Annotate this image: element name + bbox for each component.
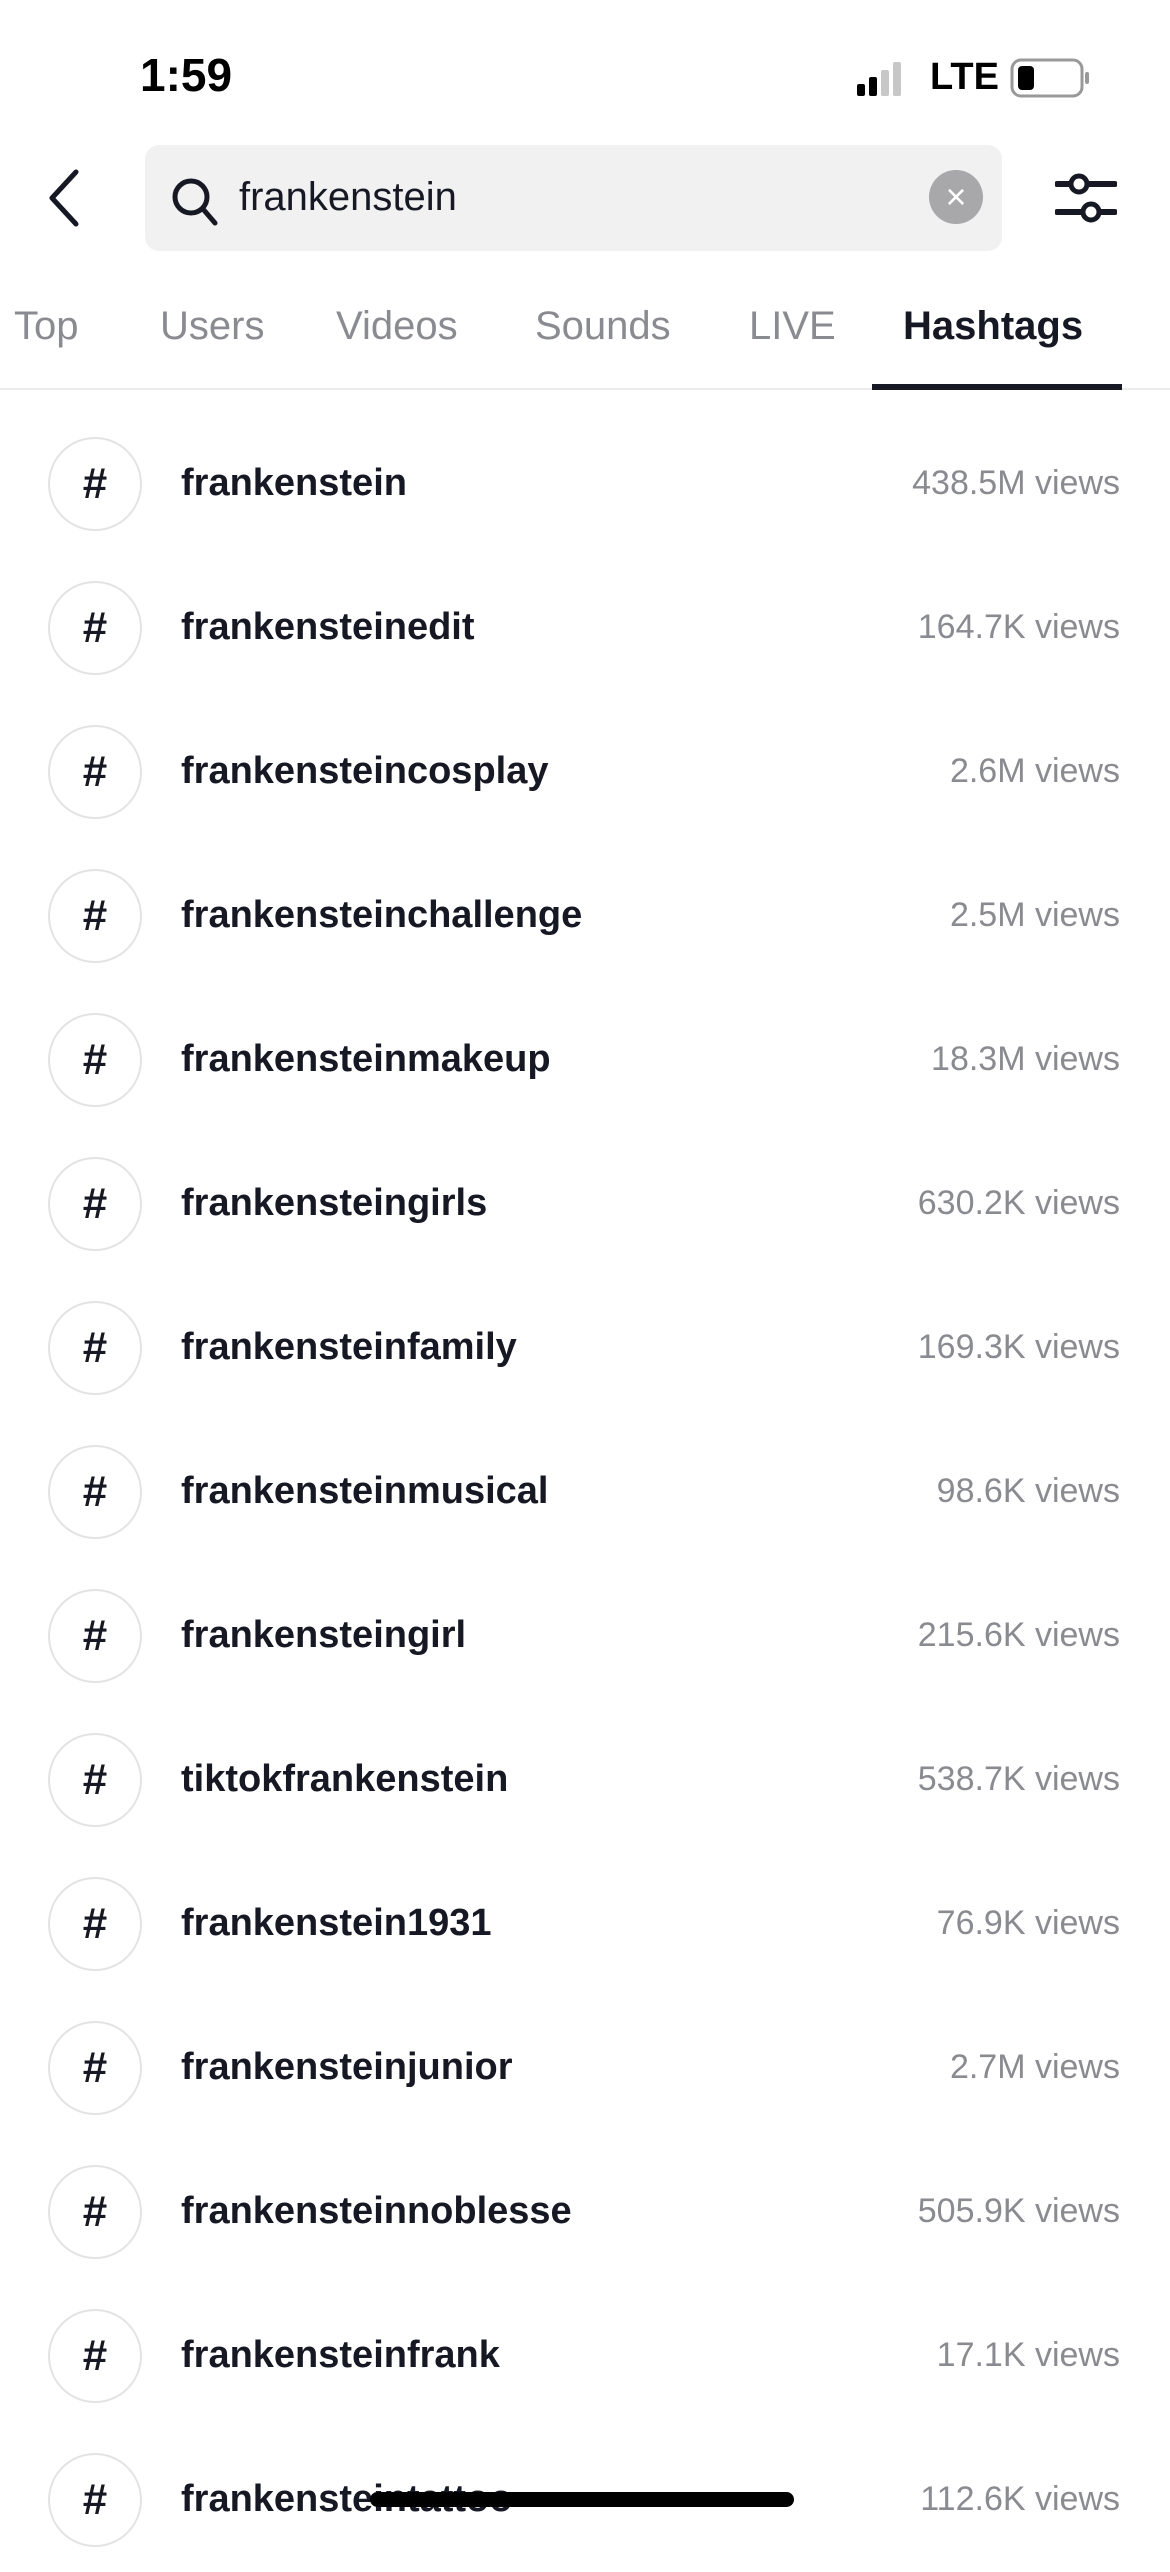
hashtag-name: frankensteinchallenge: [181, 894, 583, 936]
hashtag-name: frankenstein: [181, 462, 407, 504]
hashtag-icon: #: [48, 1157, 142, 1251]
hashtag-result-row[interactable]: # tiktokfrankenstein 538.7K views: [0, 1708, 1170, 1852]
hashtag-views: 164.7K views: [917, 608, 1120, 646]
tab-videos[interactable]: Videos: [336, 304, 458, 348]
back-arrow-icon[interactable]: [44, 168, 88, 228]
hashtag-result-row[interactable]: # frankensteinfrank 17.1K views: [0, 2284, 1170, 2428]
hashtag-icon: #: [48, 581, 142, 675]
status-time: 1:59: [140, 49, 233, 101]
tab-live[interactable]: LIVE: [749, 304, 836, 348]
hashtag-icon: #: [48, 2165, 142, 2259]
tab-sounds[interactable]: Sounds: [535, 304, 671, 348]
hashtag-icon: #: [48, 2309, 142, 2403]
hashtag-name: frankensteinfrank: [181, 2334, 500, 2376]
hashtag-icon: #: [48, 2453, 142, 2547]
hashtag-views: 215.6K views: [917, 1616, 1120, 1654]
hashtag-views: 112.6K views: [920, 2480, 1120, 2518]
hashtag-name: frankensteinfamily: [181, 1326, 517, 1368]
signal-icon: [857, 62, 901, 96]
hashtag-views: 438.5M views: [912, 464, 1120, 502]
hashtag-result-row[interactable]: # frankensteincosplay 2.6M views: [0, 700, 1170, 844]
filter-sliders-icon[interactable]: [1055, 170, 1117, 226]
hashtag-icon: #: [48, 1301, 142, 1395]
hashtag-result-row[interactable]: # frankensteinjunior 2.7M views: [0, 1996, 1170, 2140]
hashtag-result-row[interactable]: # frankensteingirls 630.2K views: [0, 1132, 1170, 1276]
hashtag-name: frankensteincosplay: [181, 750, 549, 792]
hashtag-result-row[interactable]: # frankenstein1931 76.9K views: [0, 1852, 1170, 1996]
hashtag-name: frankensteingirl: [181, 1614, 467, 1656]
hashtag-icon: #: [48, 1013, 142, 1107]
hashtag-name: frankensteingirls: [181, 1182, 488, 1224]
hashtag-views: 76.9K views: [936, 1904, 1120, 1942]
hashtag-views: 18.3M views: [931, 1040, 1120, 1078]
tab-users[interactable]: Users: [160, 304, 265, 348]
hashtag-icon: #: [48, 1445, 142, 1539]
hashtag-result-row[interactable]: # frankensteinchallenge 2.5M views: [0, 844, 1170, 988]
hashtag-result-row[interactable]: # frankenstein 438.5M views: [0, 412, 1170, 556]
hashtag-views: 505.9K views: [917, 2192, 1120, 2230]
hashtag-name: frankensteinmusical: [181, 1470, 549, 1512]
hashtag-icon: #: [48, 1877, 142, 1971]
search-tabs: Top Users Videos Sounds LIVE Hashtags: [0, 300, 1170, 390]
hashtag-views: 630.2K views: [917, 1184, 1120, 1222]
hashtag-views: 2.6M views: [949, 752, 1120, 790]
tab-top[interactable]: Top: [14, 304, 79, 348]
hashtag-views: 538.7K views: [917, 1760, 1120, 1798]
hashtag-name: frankensteinmakeup: [181, 1038, 551, 1080]
search-icon: [172, 178, 218, 226]
home-indicator[interactable]: [370, 2492, 794, 2507]
hashtag-views: 98.6K views: [936, 1472, 1120, 1510]
search-bar[interactable]: frankenstein ×: [145, 145, 1002, 251]
active-tab-indicator: [872, 384, 1122, 390]
hashtag-result-row[interactable]: # frankensteinnoblesse 505.9K views: [0, 2140, 1170, 2284]
search-input[interactable]: frankenstein: [239, 175, 457, 219]
hashtag-name: frankenstein1931: [181, 1902, 492, 1944]
hashtag-result-row[interactable]: # frankensteinmusical 98.6K views: [0, 1420, 1170, 1564]
hashtag-name: tiktokfrankenstein: [181, 1758, 509, 1800]
hashtag-icon: #: [48, 869, 142, 963]
hashtag-views: 17.1K views: [936, 2336, 1120, 2374]
hashtag-views: 2.5M views: [949, 896, 1120, 934]
hashtag-views: 2.7M views: [949, 2048, 1120, 2086]
hashtag-name: frankensteinjunior: [181, 2046, 513, 2088]
hashtag-result-row[interactable]: # frankensteinfamily 169.3K views: [0, 1276, 1170, 1420]
hashtag-name: frankensteinedit: [181, 606, 475, 648]
hashtag-result-row[interactable]: # frankensteingirl 215.6K views: [0, 1564, 1170, 1708]
hashtag-icon: #: [48, 1733, 142, 1827]
hashtag-icon: #: [48, 2021, 142, 2115]
hashtag-icon: #: [48, 725, 142, 819]
battery-icon: [1010, 58, 1089, 98]
tab-hashtags[interactable]: Hashtags: [903, 304, 1084, 348]
hashtag-name: frankensteinnoblesse: [181, 2190, 572, 2232]
hashtag-icon: #: [48, 437, 142, 531]
clear-search-icon[interactable]: ×: [929, 170, 983, 224]
hashtag-result-row[interactable]: # frankensteinmakeup 18.3M views: [0, 988, 1170, 1132]
hashtag-result-row[interactable]: # frankensteinedit 164.7K views: [0, 556, 1170, 700]
hashtag-views: 169.3K views: [917, 1328, 1120, 1366]
network-label: LTE: [930, 56, 999, 98]
hashtag-icon: #: [48, 1589, 142, 1683]
